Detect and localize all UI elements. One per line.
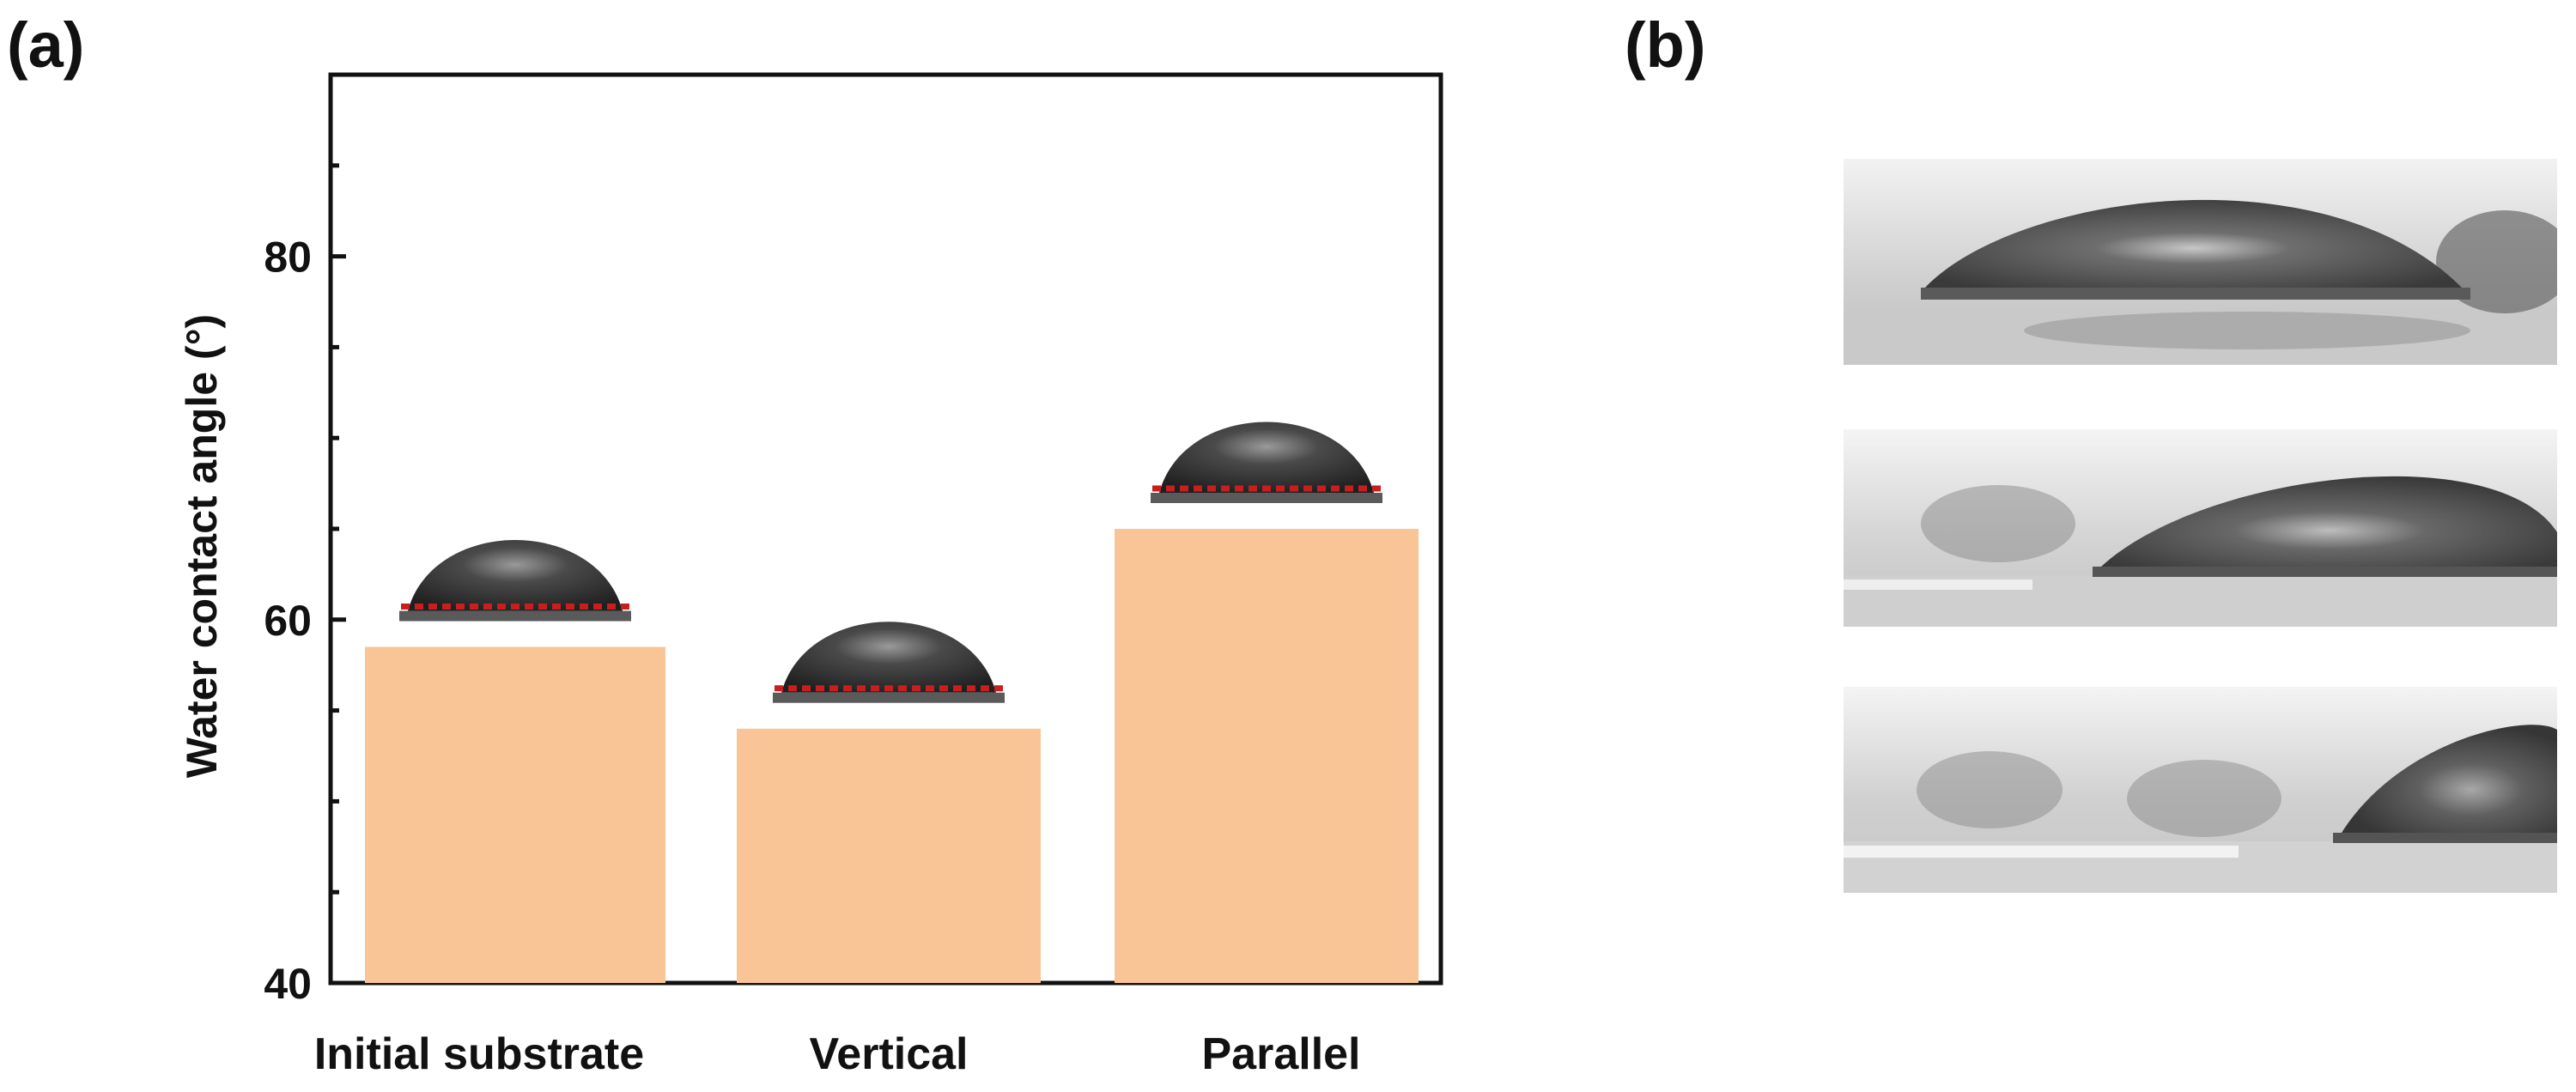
droplet-inset: [408, 540, 623, 611]
y-tick-label: 40: [264, 960, 312, 1008]
y-axis-label: Water contact angle (°): [178, 314, 226, 778]
droplet-substrate: [773, 692, 1005, 703]
x-tick-label: Initial substrate: [314, 1029, 644, 1079]
x-tick-label: Parallel: [1201, 1029, 1360, 1079]
droplet-photo-middle: [1844, 429, 2557, 627]
panel-a-label: (a): [7, 9, 85, 81]
droplet-inset: [1159, 422, 1374, 493]
droplet-substrate: [399, 610, 631, 622]
bar-initial-substrate: [365, 646, 665, 983]
bar-vertical: [737, 728, 1041, 983]
droplet-inset: [781, 622, 996, 693]
y-tick-label: 80: [264, 234, 312, 282]
x-tick-label: Vertical: [809, 1029, 968, 1079]
droplet-photo-top: [1844, 159, 2557, 365]
bar-parallel: [1115, 529, 1419, 983]
droplet-photo-bottom: [1844, 687, 2557, 893]
contact-angle-bar-chart: Initial substrate Vertical Parallel 40 60 80 W…: [178, 72, 1443, 1079]
droplet-substrate: [1151, 493, 1382, 503]
panel-b-label: (b): [1625, 9, 1706, 81]
y-tick-label: 60: [264, 597, 312, 645]
